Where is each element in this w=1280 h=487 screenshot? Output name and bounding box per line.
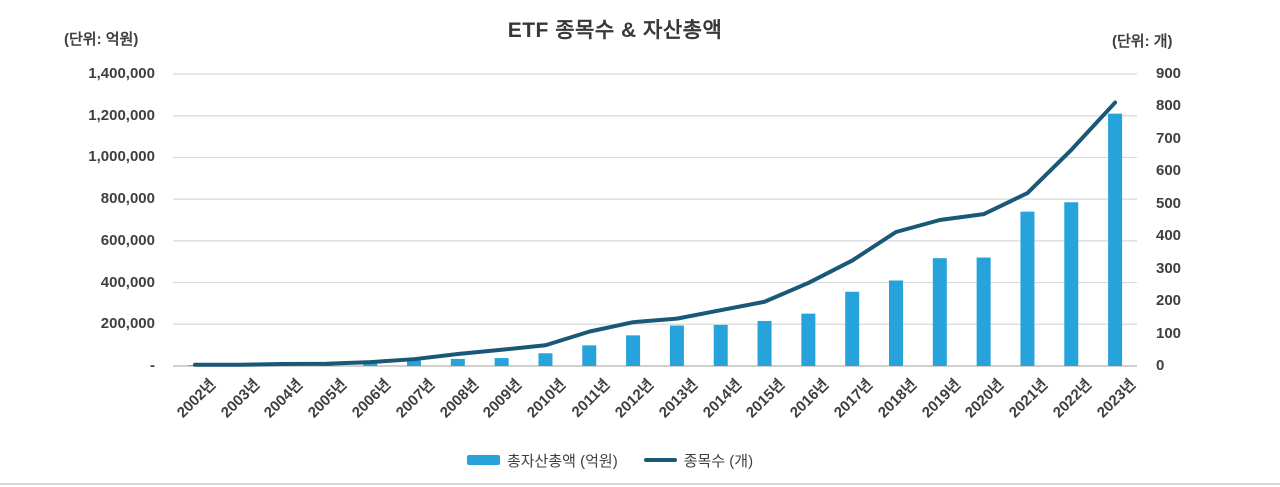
bar-2023년: [1108, 113, 1123, 366]
right-tick-label: 900: [1156, 65, 1182, 82]
left-tick-label: 400,000: [100, 273, 155, 291]
bottom-divider: [0, 483, 1280, 485]
left-tick-label: 800,000: [100, 190, 155, 208]
left-tick-label: 1,200,000: [88, 106, 155, 124]
bar-2019년: [932, 258, 947, 366]
legend-item-total-assets: 총자산총액 (억원): [466, 450, 618, 471]
left-tick-label: 200,000: [100, 315, 155, 333]
left-tick-label: 1,000,000: [88, 148, 155, 166]
bar-2010년: [538, 353, 553, 366]
line-series-path: [192, 100, 1118, 367]
right-axis-unit-label: (단위: 개): [1112, 33, 1173, 50]
bar-2021년: [1020, 211, 1035, 366]
right-tick-label: 500: [1156, 194, 1182, 212]
bar-2009년: [494, 358, 509, 366]
right-tick-label: 200: [1156, 292, 1182, 310]
right-tick-label: 800: [1156, 97, 1182, 115]
bar-2020년: [976, 257, 991, 366]
right-tick-label: 400: [1156, 227, 1182, 245]
bar-2017년: [845, 291, 860, 366]
bar-2011년: [582, 345, 597, 366]
legend-item-ticker-count: 종목수 (개): [643, 450, 754, 471]
chart-title: ETF 종목수 & 자산총액: [507, 19, 723, 42]
bar-2022년: [1064, 202, 1079, 366]
bar-2018년: [889, 280, 903, 366]
right-tick-label: 0: [1156, 357, 1165, 374]
left-tick-label: 1,400,000: [88, 65, 155, 82]
bar-2006년: [363, 362, 378, 366]
right-tick-label: 300: [1156, 259, 1182, 277]
bar-2013년: [669, 325, 684, 366]
right-tick-label: 700: [1156, 129, 1182, 147]
bar-2012년: [626, 335, 641, 366]
left-axis-unit-label: (단위: 억원): [64, 31, 139, 48]
right-tick-label: 600: [1156, 162, 1182, 180]
bar-2016년: [801, 313, 816, 366]
bar-2015년: [757, 320, 772, 366]
legend-label: 총자산총액 (억원): [506, 452, 618, 470]
legend: 총자산총액 (억원) 종목수 (개): [0, 448, 1220, 472]
bar-2008년: [450, 358, 465, 366]
left-tick-label: -: [150, 357, 155, 374]
legend-label: 종목수 (개): [683, 452, 754, 470]
bar-2014년: [713, 324, 728, 366]
right-tick-label: 100: [1156, 324, 1182, 342]
bar-series-swatch-icon: [466, 455, 500, 465]
line-series-swatch-icon: [643, 458, 677, 462]
left-tick-label: 600,000: [100, 231, 155, 249]
bar-2007년: [407, 360, 421, 366]
